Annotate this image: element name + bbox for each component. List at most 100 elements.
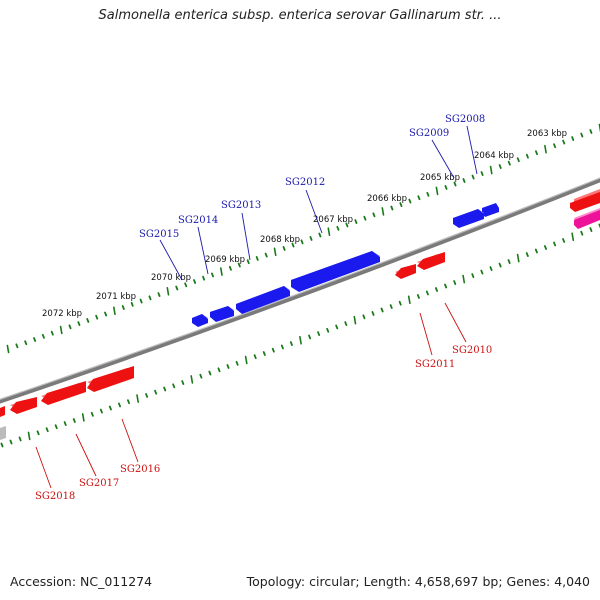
minor-tick (246, 259, 250, 265)
minor-tick (41, 333, 45, 339)
gene-edge-left[interactable] (0, 406, 6, 440)
minor-tick (148, 295, 152, 301)
kbp-label: 2063 kbp (527, 129, 567, 139)
minor-tick (108, 405, 112, 411)
minor-tick (72, 418, 76, 423)
gene-label-SG2016[interactable]: SG2016 (120, 464, 160, 475)
minor-tick (291, 242, 295, 248)
minor-tick (354, 219, 358, 225)
gene-label-SG2014[interactable]: SG2014 (178, 215, 218, 226)
minor-tick (289, 341, 293, 347)
major-tick (462, 274, 466, 284)
kbp-label: 2069 kbp (205, 255, 245, 265)
minor-tick (145, 392, 149, 398)
minor-tick (453, 280, 457, 286)
minor-tick (36, 430, 40, 436)
minor-tick (408, 198, 412, 204)
minor-tick (300, 239, 304, 245)
reverse-genes (0, 189, 600, 440)
gene-SG2011[interactable] (395, 264, 416, 279)
minor-tick (389, 304, 393, 310)
minor-tick (489, 266, 493, 272)
outer-tick-row (6, 123, 600, 354)
minor-tick (235, 360, 239, 366)
minor-tick (516, 157, 520, 163)
minor-tick (562, 139, 566, 145)
gene-label-SG2010[interactable]: SG2010 (452, 345, 492, 356)
kbp-label: 2065 kbp (420, 173, 460, 183)
minor-tick (308, 334, 312, 340)
minor-tick (372, 212, 376, 218)
gene-edge-red[interactable] (570, 189, 600, 212)
major-tick (489, 165, 493, 175)
gene-SG2008[interactable] (482, 203, 499, 217)
minor-tick (118, 402, 121, 408)
gene-label-SG2011[interactable]: SG2011 (415, 359, 455, 370)
minor-tick (90, 411, 94, 417)
gene-SG2015[interactable] (192, 314, 208, 327)
minor-tick (498, 262, 502, 268)
minor-tick (525, 153, 529, 159)
genome-backbone-highlight (0, 177, 600, 400)
minor-tick (193, 279, 197, 284)
minor-tick (371, 310, 375, 316)
gene-label-SG2008[interactable]: SG2008 (445, 114, 485, 125)
minor-tick (255, 255, 259, 261)
gene-label-SG2013[interactable]: SG2013 (221, 200, 261, 211)
minor-tick (553, 241, 557, 247)
gene-label-SG2009[interactable]: SG2009 (409, 128, 449, 139)
gene-SG2012[interactable] (291, 251, 380, 292)
minor-tick (217, 367, 221, 373)
minor-tick (480, 269, 484, 275)
minor-tick (399, 202, 403, 208)
gene-SG2018[interactable] (10, 397, 37, 414)
gene-label-SG2018[interactable]: SG2018 (35, 491, 75, 502)
minor-tick (172, 383, 176, 389)
accession-text: Accession: NC_011274 (10, 574, 153, 589)
minor-tick (589, 129, 593, 134)
gene-label-SG2017[interactable]: SG2017 (79, 478, 119, 489)
minor-tick (77, 321, 81, 327)
minor-tick (471, 273, 475, 279)
genome-backbone (0, 177, 600, 404)
major-tick (571, 232, 575, 242)
minor-tick (184, 282, 188, 288)
major-tick (136, 394, 139, 403)
minor-tick (544, 245, 547, 250)
gene-SG2009[interactable] (453, 209, 484, 228)
kbp-label: 2066 kbp (367, 194, 407, 204)
minor-tick (507, 160, 511, 166)
minor-tick (390, 205, 394, 211)
kbp-label: 2068 kbp (260, 235, 300, 245)
minor-tick (417, 195, 421, 201)
minor-tick (345, 222, 349, 228)
minor-tick (208, 370, 212, 376)
minor-tick (525, 252, 529, 258)
gene-SG2010[interactable] (417, 252, 445, 270)
gene-SG2017[interactable] (41, 381, 86, 405)
minor-tick (163, 386, 167, 392)
gene-SG2016[interactable] (87, 366, 134, 392)
kbp-label: 2072 kbp (42, 309, 82, 319)
minor-tick (157, 292, 161, 298)
gene-label-SG2012[interactable]: SG2012 (285, 177, 325, 188)
kbp-label: 2067 kbp (313, 215, 353, 225)
gene-SG2013[interactable] (236, 286, 290, 314)
gene-label-SG2015[interactable]: SG2015 (139, 229, 179, 240)
kbp-labels: 2063 kbp 2064 kbp 2065 kbp 2066 kbp 2067… (42, 129, 567, 319)
minor-tick (480, 171, 484, 177)
minor-tick (444, 283, 448, 289)
major-tick (244, 355, 248, 365)
minor-tick (202, 275, 206, 281)
gene-SG2014[interactable] (210, 306, 234, 322)
major-tick (516, 253, 520, 263)
major-tick (6, 344, 10, 354)
minor-tick (426, 191, 430, 197)
minor-tick (181, 380, 185, 386)
gene-edge-pink[interactable] (574, 208, 600, 229)
kbp-label: 2064 kbp (474, 151, 514, 161)
minor-tick (335, 324, 339, 330)
major-tick (166, 286, 170, 296)
inner-tick-row (0, 223, 600, 448)
